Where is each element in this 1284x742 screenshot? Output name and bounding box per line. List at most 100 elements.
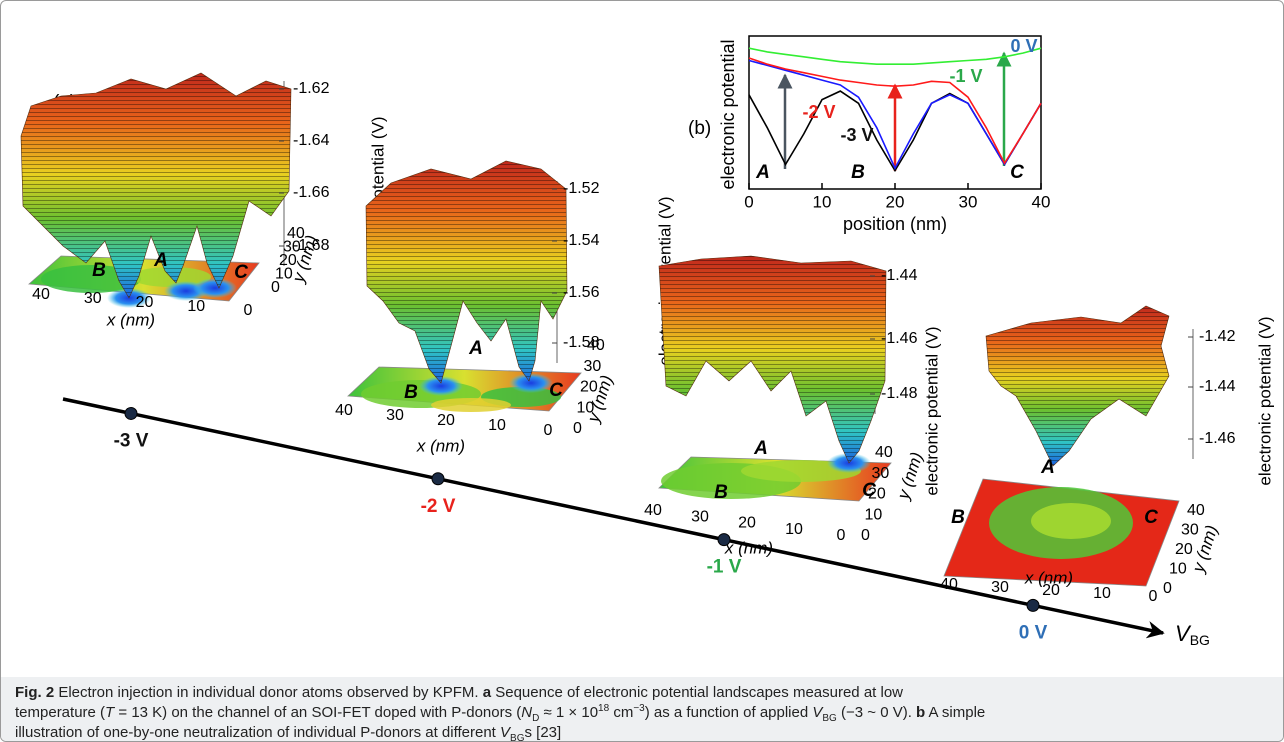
caption-text: illustration of one-by-one neutralizatio… — [15, 724, 501, 741]
z-tick-label: -1.56 — [563, 284, 600, 301]
y-tick-label: 0 — [1163, 580, 1172, 597]
x-axis-label: x (nm) — [724, 538, 773, 557]
x-axis-label: x (nm) — [1024, 568, 1073, 587]
y-tick-label: 40 — [1187, 502, 1205, 519]
caption-text: = 13 K) on the channel of an SOI-FET dop… — [114, 704, 522, 721]
z-tick-label: -1.48 — [881, 385, 918, 402]
floor-well — [419, 376, 463, 396]
x-tick-label: 0 — [744, 192, 753, 211]
panel-label: (b) — [688, 118, 711, 139]
y-tick-label: 10 — [577, 399, 595, 416]
z-tick-label: -1.52 — [563, 180, 600, 197]
caption-text: (−3 ~ 0 V). — [836, 704, 917, 721]
surface-plot: -1.42 -1.44 -1.46 electronic potential (V) 4… — [940, 305, 1274, 605]
y-axis-label: electronic potential — [718, 39, 738, 189]
y-tick-label: 10 — [1169, 561, 1187, 578]
caption-text: Sequence of electronic potential landsca… — [491, 684, 903, 701]
donor-label: C — [549, 380, 563, 401]
donor-label: B — [92, 260, 106, 281]
x-tick-label: 10 — [785, 521, 803, 538]
potential-curve — [748, 59, 1042, 171]
x-tick-label: 10 — [187, 298, 205, 315]
z-tick-label: -1.54 — [563, 232, 600, 249]
caption-text: D — [532, 713, 540, 724]
caption-text: Electron injection in individual donor a… — [54, 684, 483, 701]
x-tick-label: 20 — [1042, 582, 1060, 599]
caption-line: Fig. 2 Electron injection in individual … — [15, 683, 1283, 703]
x-tick-label: 30 — [691, 508, 709, 525]
caption-text: −3 — [633, 703, 645, 714]
caption-text: b — [916, 704, 926, 721]
z-tick-label: -1.64 — [293, 132, 330, 149]
donor-label: C — [862, 480, 876, 501]
x-tick-label: 40 — [1032, 192, 1051, 211]
caption-text: BG — [822, 713, 837, 724]
y-tick-label: 20 — [868, 486, 886, 503]
x-tick-label: 10 — [488, 417, 506, 434]
x-tick-label: 40 — [644, 502, 662, 519]
x-tick-label: 30 — [959, 192, 978, 211]
y-tick-label: 20 — [1175, 541, 1193, 558]
x-tick-label: 0 — [837, 527, 846, 544]
curve-label: -1 V — [949, 66, 982, 86]
z-tick-label: -1.46 — [1199, 430, 1236, 447]
curve-label: -3 V — [840, 125, 873, 145]
y-tick-label: 40 — [287, 225, 305, 242]
caption-text: V — [812, 704, 823, 721]
surface-plot: -1.44 -1.46 -1.48 electronic potential (V) 4… — [644, 255, 941, 557]
surface-contours — [986, 306, 1169, 466]
floor-well — [193, 278, 237, 298]
caption-text: BG — [510, 733, 525, 742]
surface-contours — [366, 161, 567, 383]
y-tick-label: 40 — [587, 337, 605, 354]
caption-line: illustration of one-by-one neutralizatio… — [15, 723, 1283, 742]
y-tick-label: 30 — [584, 358, 602, 375]
z-tick-label: -1.44 — [1199, 378, 1236, 395]
curve-label: -2 V — [802, 102, 835, 122]
x-tick-label: 30 — [991, 579, 1009, 596]
donor-label: A — [755, 162, 770, 183]
donor-label: B — [714, 482, 728, 503]
x-tick-label: 40 — [335, 402, 353, 419]
caption-text: Fig. 2 — [15, 684, 55, 701]
y-tick-label: 30 — [1181, 522, 1199, 539]
surface-contours — [21, 73, 291, 298]
z-axis-label: electronic potential (V) — [922, 326, 941, 495]
z-tick-label: -1.68 — [293, 237, 330, 254]
donor-label: C — [1144, 507, 1158, 528]
y-tick-label: 20 — [279, 252, 297, 269]
x-tick-label: 30 — [84, 290, 102, 307]
z-tick-label: -1.66 — [293, 184, 330, 201]
vbg-main: V — [1175, 621, 1192, 646]
floor-well — [509, 373, 553, 393]
floor-region — [431, 398, 511, 412]
caption-text: cm — [609, 704, 634, 721]
z-tick-label: -1.46 — [881, 330, 918, 347]
donor-label: A — [153, 250, 168, 271]
caption: Fig. 2 Electron injection in individual … — [1, 677, 1283, 741]
vbg-axis-label: VBG — [1175, 621, 1210, 648]
voltage-label: 0 V — [1019, 622, 1048, 643]
x-tick-label: 10 — [1093, 585, 1111, 602]
curve-label: 0 V — [1010, 36, 1037, 56]
donor-label: B — [951, 507, 965, 528]
caption-text: A simple — [925, 704, 986, 721]
y-tick-label: 30 — [872, 465, 890, 482]
z-tick-label: -1.62 — [293, 80, 330, 97]
vbg-sub: BG — [1190, 632, 1210, 648]
caption-text: V — [500, 724, 511, 741]
caption-text: temperature ( — [15, 704, 106, 721]
surface-plot: -1.52-1.54-1.56-1.58electronic potential… — [335, 160, 674, 455]
x-tick-label: 0 — [544, 422, 553, 439]
donor-label: B — [404, 382, 418, 403]
figure-graphics: (a) (b) -1.62-1.64-1.66-1.68electronic p… — [20, 35, 1274, 648]
y-tick-label: 30 — [283, 239, 301, 256]
vbg-axis — [62, 397, 1165, 639]
y-tick-label: 10 — [275, 266, 293, 283]
x-tick-label: 20 — [738, 515, 756, 532]
y-tick-label: 0 — [271, 279, 280, 296]
y-tick-label: 0 — [861, 527, 870, 544]
x-tick-label: 30 — [386, 407, 404, 424]
donor-label: A — [1040, 457, 1055, 478]
potential-curve — [748, 47, 1042, 65]
